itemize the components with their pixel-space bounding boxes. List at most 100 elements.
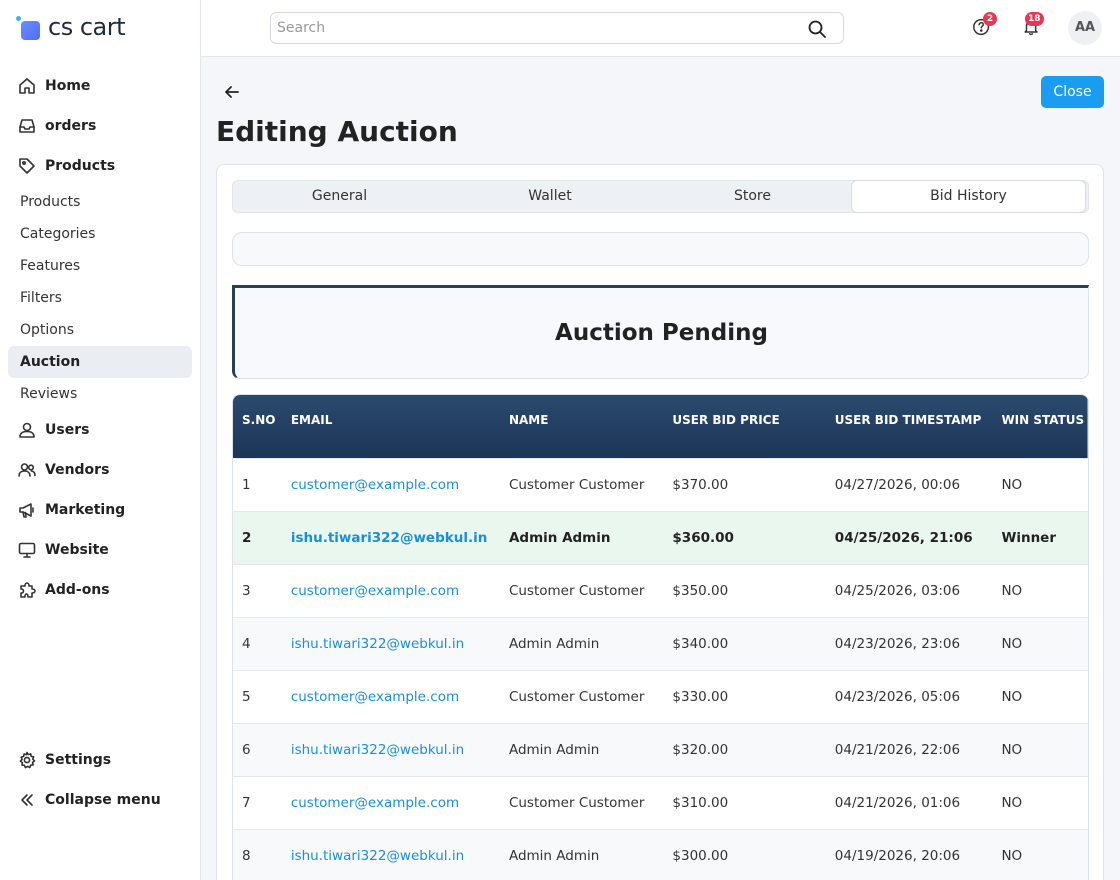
sidebar-item-label: Users — [45, 422, 90, 438]
user-icon — [19, 422, 35, 438]
sidebar-item-label: Website — [45, 542, 109, 558]
brand-name: cs cart — [48, 13, 126, 41]
megaphone-icon — [19, 503, 34, 518]
cell-bid-timestamp: 04/21/2026, 01:06 — [825, 775, 993, 829]
column-header-email: EMAIL — [290, 413, 333, 427]
empty-info-bar — [232, 232, 1089, 266]
cell-email-link[interactable]: ishu.tiwari322@webkul.in — [281, 616, 500, 670]
sidebar-item-label: orders — [45, 118, 97, 134]
cell-bid-timestamp: 04/21/2026, 22:06 — [825, 722, 993, 776]
sidebar-nav: Home orders Products Products Categories… — [0, 66, 200, 610]
cell-bid-timestamp: 04/23/2026, 05:06 — [825, 669, 993, 723]
cell-bid-price: $310.00 — [663, 775, 826, 829]
auction-panel: General Wallet Store Bid History Auction… — [216, 164, 1104, 880]
sidebar-item-vendors[interactable]: Vendors — [0, 450, 200, 490]
tab-bid-history[interactable]: Bid History — [851, 180, 1086, 213]
cell-name: Customer Customer — [499, 563, 664, 617]
sidebar-subitem-products[interactable]: Products — [20, 194, 81, 210]
sidebar-item-website[interactable]: Website — [0, 530, 200, 570]
double-chevron-left-icon — [21, 794, 33, 806]
cell-bid-timestamp: 04/19/2026, 20:06 — [825, 828, 993, 880]
cell-bid-price: $370.00 — [663, 457, 826, 511]
back-arrow-icon[interactable] — [222, 82, 242, 102]
sidebar-subitem-categories[interactable]: Categories — [20, 226, 96, 242]
cell-win-status: NO — [992, 722, 1088, 776]
sidebar-subitem-features[interactable]: Features — [20, 258, 81, 274]
table-row: 3 customer@example.com Customer Customer… — [233, 563, 1088, 617]
avatar[interactable]: AA — [1068, 11, 1102, 45]
collapse-menu-label: Collapse menu — [45, 792, 161, 808]
home-icon — [19, 78, 35, 94]
table-row: 1 customer@example.com Customer Customer… — [233, 457, 1088, 511]
notifications-button[interactable]: 18 — [1021, 12, 1045, 40]
cell-email-link[interactable]: ishu.tiwari322@webkul.in — [281, 510, 500, 564]
cell-bid-timestamp: 04/27/2026, 00:06 — [825, 457, 993, 511]
table-row: 7 customer@example.com Customer Customer… — [233, 775, 1088, 829]
cell-win-status: NO — [992, 616, 1088, 670]
top-bar: 2 18 AA — [201, 0, 1120, 57]
cell-win-status: Winner — [992, 510, 1088, 564]
sidebar-subitem-options[interactable]: Options — [20, 322, 75, 338]
column-header-bid-price: USER BID PRICE — [672, 413, 780, 427]
cell-email-link[interactable]: ishu.tiwari322@webkul.in — [281, 828, 500, 880]
gear-icon — [19, 751, 36, 769]
help-circle-icon — [973, 18, 990, 36]
sidebar-item-products[interactable]: Products — [0, 146, 200, 186]
sidebar-subitem-auction[interactable]: Auction — [8, 346, 192, 378]
cell-name: Admin Admin — [499, 510, 664, 564]
brand-logo[interactable]: cs cart — [16, 12, 126, 42]
sidebar-item-label: Add-ons — [45, 582, 110, 598]
tab-wallet[interactable]: Wallet — [528, 188, 572, 204]
column-header-bid-timestamp: USER BID TIMESTAMP — [834, 413, 982, 427]
tab-general[interactable]: General — [311, 188, 368, 204]
search-box — [270, 12, 844, 44]
cell-email-link[interactable]: customer@example.com — [281, 669, 500, 723]
sidebar: cs cart Home orders Products Products Ca… — [0, 0, 201, 880]
cell-bid-timestamp: 04/25/2026, 03:06 — [825, 563, 993, 617]
cell-bid-price: $300.00 — [663, 828, 826, 880]
cell-win-status: NO — [992, 828, 1088, 880]
sidebar-item-home[interactable]: Home — [0, 66, 200, 106]
cell-win-status: NO — [992, 457, 1088, 511]
cell-sno: 4 — [233, 616, 282, 670]
search-icon[interactable] — [807, 19, 827, 39]
help-button[interactable]: 2 — [971, 12, 997, 40]
auction-status-heading: Auction Pending — [555, 320, 768, 346]
cell-name: Customer Customer — [499, 457, 664, 511]
cell-email-link[interactable]: customer@example.com — [281, 457, 500, 511]
collapse-menu-button[interactable]: Collapse menu — [0, 780, 200, 820]
column-header-sno: S.NO — [242, 413, 276, 427]
sidebar-item-label: Marketing — [45, 502, 126, 518]
table-row-winner: 2 ishu.tiwari322@webkul.in Admin Admin $… — [233, 510, 1088, 564]
cell-name: Admin Admin — [499, 722, 664, 776]
cell-email-link[interactable]: ishu.tiwari322@webkul.in — [281, 722, 500, 776]
cell-sno: 6 — [233, 722, 282, 776]
cell-email-link[interactable]: customer@example.com — [281, 563, 500, 617]
sidebar-item-label: Settings — [45, 752, 112, 768]
table-header-row: S.NO EMAIL NAME USER BID PRICE USER BID … — [233, 395, 1088, 458]
cell-sno: 3 — [233, 563, 282, 617]
sidebar-item-orders[interactable]: orders — [0, 106, 200, 146]
cell-bid-timestamp: 04/25/2026, 21:06 — [825, 510, 993, 564]
sidebar-item-addons[interactable]: Add-ons — [0, 570, 200, 610]
tab-bar: General Wallet Store Bid History — [232, 180, 1089, 213]
sidebar-bottom: Settings Collapse menu — [0, 740, 200, 820]
sidebar-item-settings[interactable]: Settings — [0, 740, 200, 780]
cell-sno: 8 — [233, 828, 282, 880]
table-row: 8 ishu.tiwari322@webkul.in Admin Admin $… — [233, 828, 1088, 880]
sidebar-item-users[interactable]: Users — [0, 410, 200, 450]
sidebar-item-marketing[interactable]: Marketing — [0, 490, 200, 530]
sidebar-subitem-filters[interactable]: Filters — [20, 290, 62, 306]
tab-store[interactable]: Store — [733, 188, 771, 204]
table-row: 4 ishu.tiwari322@webkul.in Admin Admin $… — [233, 616, 1088, 670]
tag-icon — [19, 158, 35, 174]
close-button[interactable]: Close — [1041, 76, 1104, 108]
cell-win-status: NO — [992, 669, 1088, 723]
cell-win-status: NO — [992, 563, 1088, 617]
cell-sno: 5 — [233, 669, 282, 723]
sidebar-subitem-reviews[interactable]: Reviews — [20, 386, 78, 402]
cell-email-link[interactable]: customer@example.com — [281, 775, 500, 829]
search-input[interactable] — [271, 13, 791, 43]
help-badge: 2 — [983, 12, 997, 26]
cell-bid-timestamp: 04/23/2026, 23:06 — [825, 616, 993, 670]
